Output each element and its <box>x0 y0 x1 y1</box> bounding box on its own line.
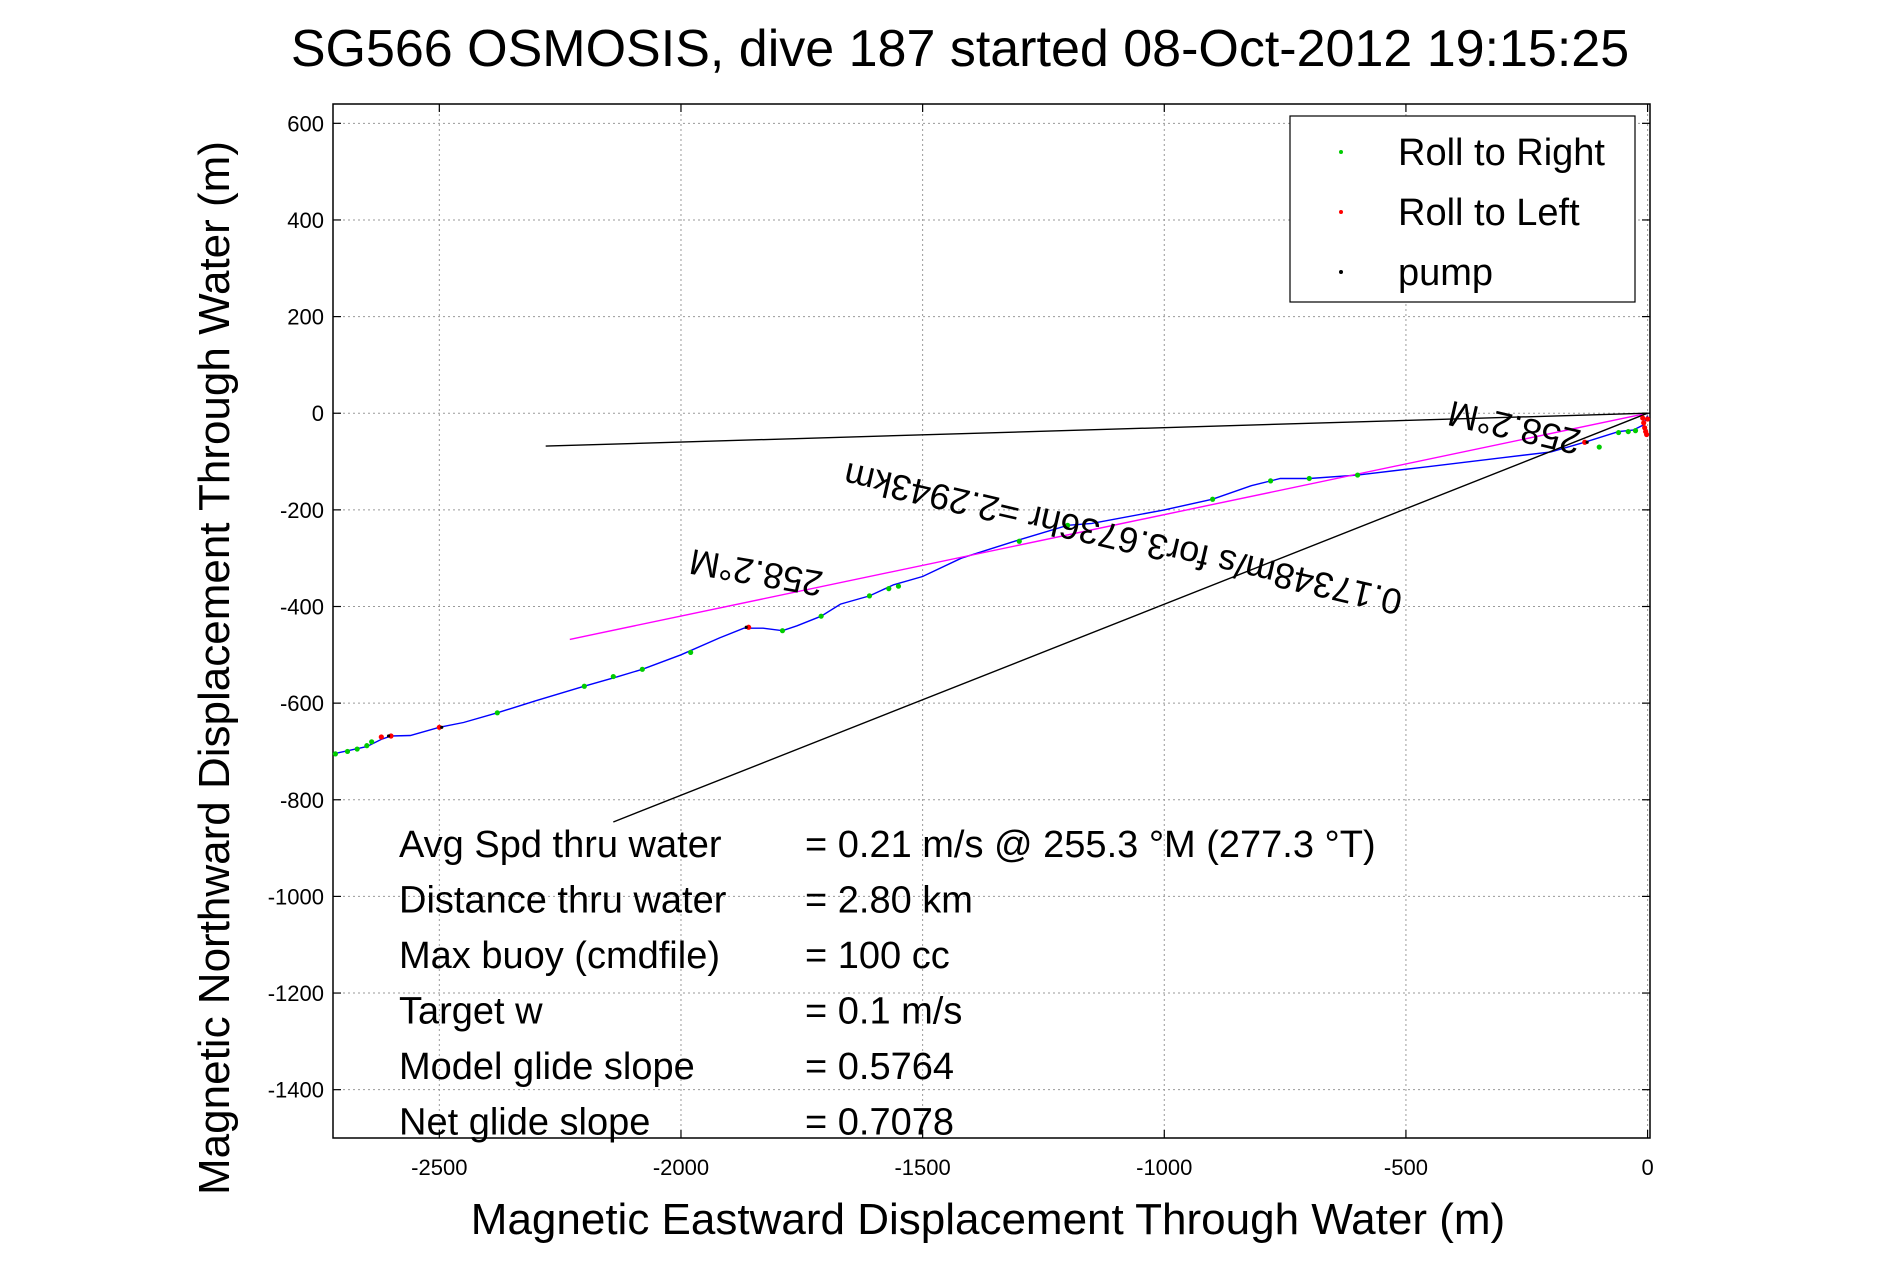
marker-roll-right <box>1632 428 1639 434</box>
stat-label: Target w <box>399 991 543 1033</box>
marker-roll-right <box>1615 429 1622 436</box>
chart-title: SG566 OSMOSIS, dive 187 started 08-Oct-2… <box>291 20 1629 78</box>
x-tick-label: -1000 <box>1136 1155 1192 1180</box>
x-tick-label: -1500 <box>894 1155 950 1180</box>
y-axis-label: Magnetic Northward Displacement Through … <box>190 141 239 1195</box>
marker-roll-right <box>1596 444 1602 450</box>
stat-value: = 2.80 km <box>805 880 973 922</box>
marker-pump <box>440 725 444 729</box>
marker-roll-right <box>886 586 892 592</box>
marker-roll-left <box>388 733 394 739</box>
y-tick-label: -1400 <box>268 1078 324 1103</box>
marker-roll-right <box>332 751 339 757</box>
axis-ticks: -2500 -2000 -1500 -1000 -500 0 600 400 200 0 -200 -… <box>268 104 1654 1180</box>
grid <box>333 104 1650 1138</box>
marker-roll-right <box>1268 478 1274 484</box>
marker-roll-right <box>895 583 902 589</box>
x-axis-label: Magnetic Eastward Displacement Through W… <box>471 1195 1505 1244</box>
marker-roll-right <box>1016 538 1022 544</box>
x-tick-label: -2000 <box>653 1155 709 1180</box>
legend-marker <box>1339 150 1343 154</box>
stat-label: Distance thru water <box>399 880 727 922</box>
stat-label: Max buoy (cmdfile) <box>399 935 720 977</box>
stats-block: Avg Spd thru water = 0.21 m/s @ 255.3 °M … <box>399 824 1376 1144</box>
marker-roll-left <box>1644 431 1650 438</box>
series-line-reference-line <box>613 412 1648 823</box>
y-tick-label: -600 <box>280 691 324 716</box>
y-tick-label: -400 <box>280 595 324 620</box>
marker-roll-right <box>369 739 375 745</box>
marker-roll-right <box>639 666 645 672</box>
marker-roll-right <box>1625 428 1631 435</box>
y-tick-label: -800 <box>280 788 324 813</box>
y-tick-label: -1000 <box>268 884 324 909</box>
series-line-reference-line <box>545 412 1648 447</box>
y-tick-label: -200 <box>280 498 324 523</box>
y-tick-label: 200 <box>287 305 324 330</box>
stat-value: = 0.1 m/s <box>805 991 962 1033</box>
legend-marker <box>1339 210 1343 214</box>
legend-marker <box>1339 270 1343 274</box>
marker-pump <box>1585 440 1589 444</box>
legend-box <box>1289 115 1636 303</box>
x-tick-label: 0 <box>1641 1155 1653 1180</box>
marker-pump <box>386 734 391 738</box>
legend-entry: Roll to Right <box>1398 132 1605 174</box>
marker-roll-right <box>354 746 360 752</box>
marker-roll-left <box>1644 416 1651 422</box>
marker-pump <box>744 625 748 629</box>
marker-roll-left <box>436 724 442 730</box>
stat-label: Net glide slope <box>399 1102 650 1144</box>
marker-roll-right <box>818 613 824 619</box>
marker-roll-right <box>688 649 694 656</box>
marker-roll-right <box>866 593 873 599</box>
x-tick-label: -500 <box>1384 1155 1428 1180</box>
marker-roll-left <box>1640 415 1646 421</box>
marker-roll-left <box>746 624 752 630</box>
axes-box <box>332 103 1651 1139</box>
x-tick-label: -2500 <box>411 1155 467 1180</box>
stat-label: Model glide slope <box>399 1046 695 1088</box>
stat-value: = 0.7078 <box>805 1102 954 1144</box>
marker-roll-right <box>581 683 587 689</box>
marker-roll-left <box>378 734 384 740</box>
marker-roll-right <box>1306 475 1312 482</box>
y-tick-label: 400 <box>287 208 324 233</box>
marker-roll-right <box>1065 522 1071 528</box>
marker-roll-right <box>1210 496 1216 502</box>
legend-entry: Roll to Left <box>1398 192 1580 234</box>
stat-label: Avg Spd thru water <box>399 824 722 866</box>
marker-roll-left <box>1641 420 1647 426</box>
marker-roll-right <box>1355 472 1361 478</box>
marker-roll-right <box>364 743 370 749</box>
stat-value: = 0.5764 <box>805 1046 954 1088</box>
marker-roll-right <box>610 673 616 680</box>
marker-roll-right <box>779 628 786 634</box>
legend-entry: pump <box>1398 252 1493 294</box>
stat-value: = 0.21 m/s @ 255.3 °M (277.3 °T) <box>805 824 1376 866</box>
marker-roll-right <box>344 748 351 755</box>
series-line-model-heading-line <box>569 412 1648 641</box>
marker-roll-left <box>1582 439 1588 445</box>
series-markers <box>332 415 1651 757</box>
y-tick-label: 0 <box>312 401 324 426</box>
y-tick-label: 600 <box>287 111 324 136</box>
stat-value: = 100 cc <box>805 935 950 977</box>
marker-roll-right <box>494 710 500 716</box>
y-tick-label: -1200 <box>268 981 324 1006</box>
legend: Roll to Right Roll to Left pump <box>1289 115 1636 303</box>
